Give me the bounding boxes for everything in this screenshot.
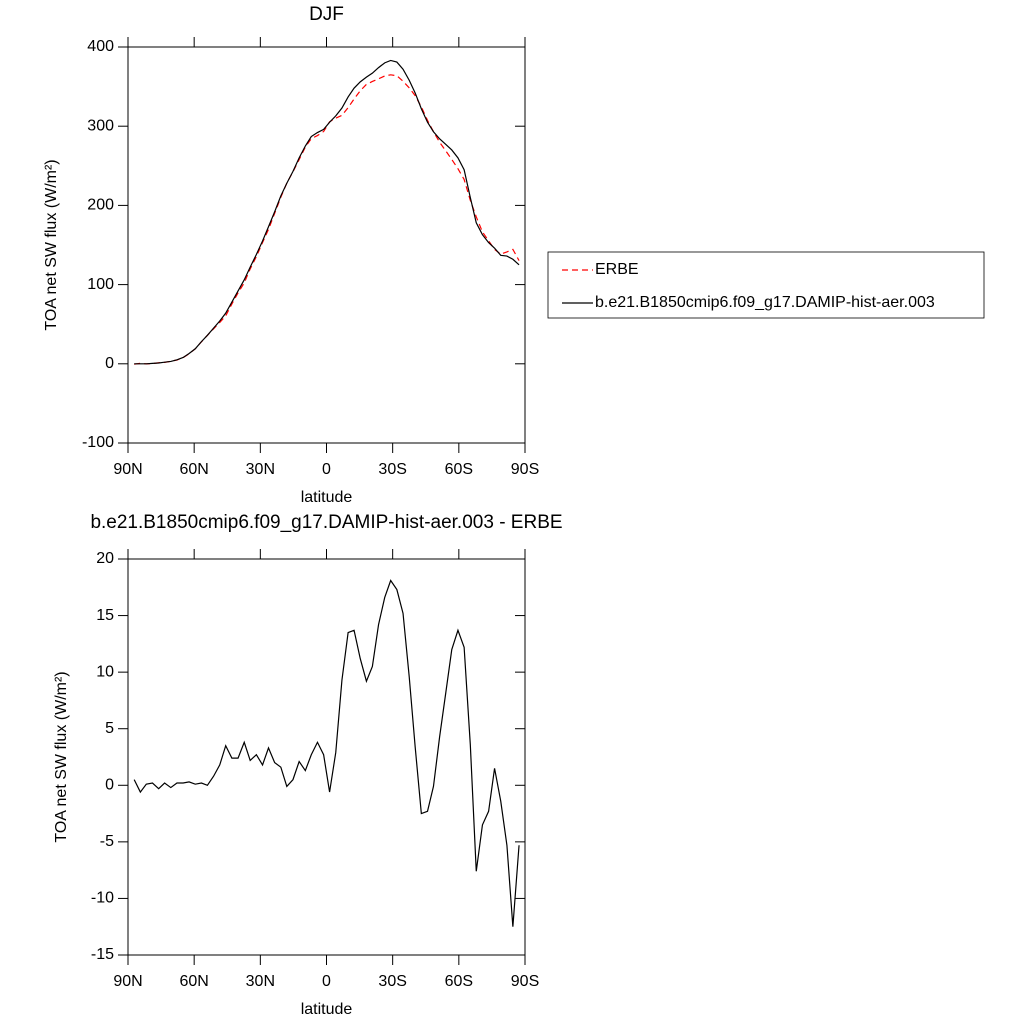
chart-title: b.e21.B1850cmip6.f09_g17.DAMIP-hist-aer.… xyxy=(90,512,562,533)
x-tick-label: 90S xyxy=(511,973,539,990)
y-tick-label: -100 xyxy=(82,434,114,451)
data-line xyxy=(134,74,520,365)
x-axis-label: latitude xyxy=(301,1001,353,1018)
x-tick-label: 30N xyxy=(246,973,275,990)
y-tick-label: 100 xyxy=(87,276,114,293)
x-tick-label: 90S xyxy=(511,461,539,478)
y-tick-label: -5 xyxy=(100,833,114,850)
x-tick-label: 30S xyxy=(378,973,406,990)
x-tick-label: 90N xyxy=(113,973,142,990)
y-tick-label: 0 xyxy=(105,355,114,372)
plot-frame xyxy=(127,558,526,956)
y-tick-label: 15 xyxy=(96,607,114,624)
x-tick-label: 30S xyxy=(378,461,406,478)
chart-title: DJF xyxy=(309,4,344,25)
legend-label: b.e21.B1850cmip6.f09_g17.DAMIP-hist-aer.… xyxy=(595,294,935,311)
data-line xyxy=(134,59,520,365)
x-tick-label: 30N xyxy=(246,461,275,478)
y-axis-label: TOA net SW flux (W/m²) xyxy=(53,671,70,842)
x-axis-label: latitude xyxy=(301,489,353,506)
x-tick-label: 60S xyxy=(445,461,473,478)
legend-label: ERBE xyxy=(595,261,639,278)
y-tick-label: 0 xyxy=(105,777,114,794)
data-line xyxy=(133,579,520,927)
y-tick-label: -10 xyxy=(91,890,114,907)
x-tick-label: 0 xyxy=(322,973,331,990)
y-tick-label: 20 xyxy=(96,550,114,567)
y-tick-label: 10 xyxy=(96,663,114,680)
x-tick-label: 0 xyxy=(322,461,331,478)
y-tick-label: 5 xyxy=(105,720,114,737)
plot-frame xyxy=(127,46,526,444)
x-tick-label: 60N xyxy=(179,461,208,478)
y-tick-label: 400 xyxy=(87,38,114,55)
y-axis-label: TOA net SW flux (W/m²) xyxy=(43,159,60,330)
y-tick-label: 300 xyxy=(87,117,114,134)
x-tick-label: 90N xyxy=(113,461,142,478)
legend-box xyxy=(547,251,985,319)
y-tick-label: -15 xyxy=(91,946,114,963)
x-tick-label: 60N xyxy=(179,973,208,990)
y-tick-label: 200 xyxy=(87,197,114,214)
x-tick-label: 60S xyxy=(445,973,473,990)
